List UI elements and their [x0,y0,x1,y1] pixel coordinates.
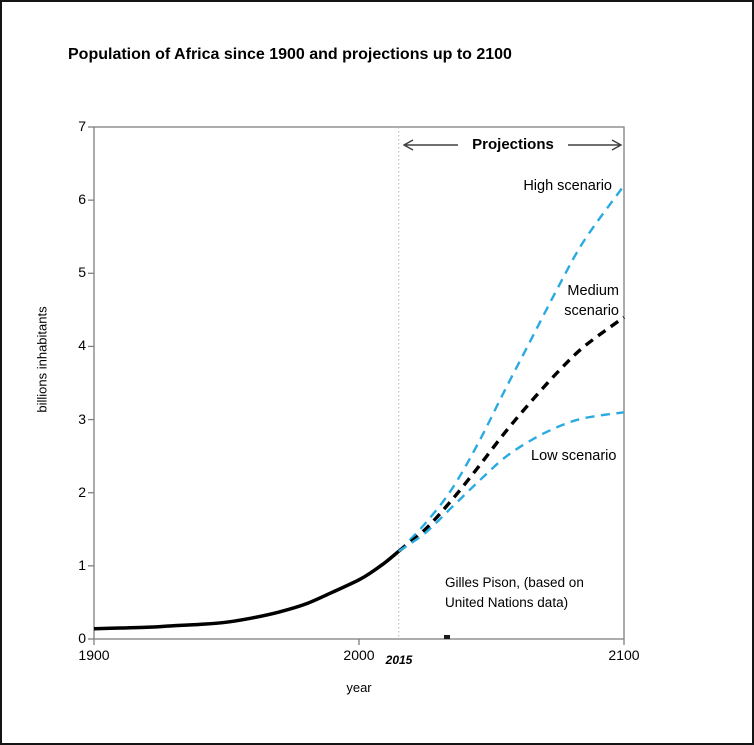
y-tick-label: 7 [78,118,86,134]
x-tick-label-2015: 2015 [385,653,413,667]
series-line-high-scenario [397,184,625,553]
y-tick-label: 6 [78,191,86,208]
y-tick-label: 1 [78,556,86,573]
series-label-low: Low scenario [531,448,617,464]
y-tick-label: 3 [78,410,86,427]
y-tick-label: 5 [78,264,86,281]
axis-stray-mark [444,635,450,639]
chart-title: Population of Africa since 1900 and proj… [68,46,512,63]
x-axis-title: year [346,680,372,695]
x-tick-label: 2100 [608,647,640,663]
series-label-high: High scenario [523,178,612,194]
y-tick-label: 0 [78,630,86,646]
y-axis-title: billions inhabitants [34,306,50,413]
x-tick-label: 2000 [343,647,375,663]
series-line-low-scenario [398,411,625,553]
series-layer [93,184,626,631]
plot-frame [93,126,625,640]
y-tick-label: 4 [78,337,86,354]
y-tick-label: 2 [78,483,86,500]
arrow-left-icon [402,139,458,151]
series-line-historical [93,549,400,631]
projections-header: Projections [472,136,554,153]
axis-ticks [88,126,625,645]
x-tick-label: 1900 [78,647,110,663]
series-label-medium: Medium scenario [564,283,619,320]
series-line-medium-scenario [397,315,626,553]
credit-note: Gilles Pison, (based on United Nations d… [445,575,584,611]
arrow-right-icon [568,139,623,151]
